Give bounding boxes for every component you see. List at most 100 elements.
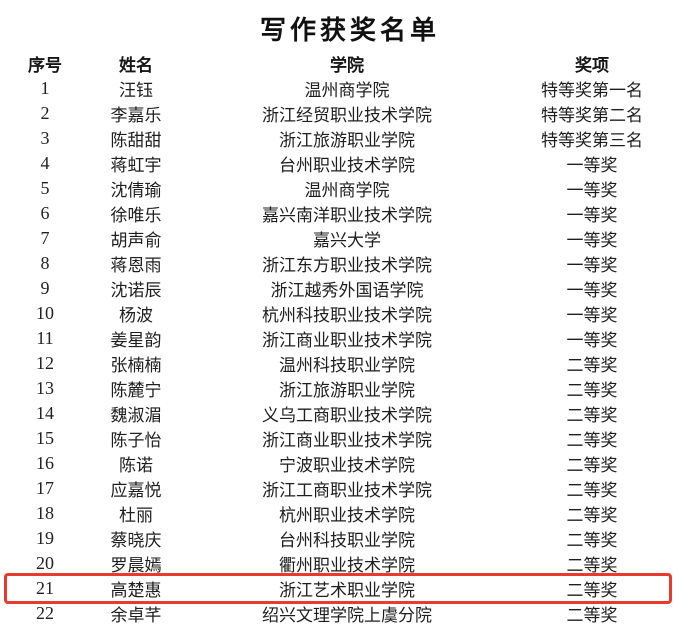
cell-award: 一等奖 xyxy=(566,306,618,325)
table-row: 7 胡声俞 嘉兴大学 一等奖 xyxy=(0,226,672,251)
cell-college: 宁波职业技术学院 xyxy=(279,456,415,475)
cell-name: 蔡晓庆 xyxy=(110,531,162,550)
cell-name: 陈子怡 xyxy=(110,431,162,450)
cell-name: 沈倩瑜 xyxy=(110,181,162,200)
cell-college: 温州科技职业学院 xyxy=(279,356,415,375)
cell-college: 台州科技职业学院 xyxy=(279,531,415,550)
cell-college: 浙江经贸职业技术学院 xyxy=(262,106,432,125)
table-row: 14 魏淑湄 义乌工商职业技术学院 二等奖 xyxy=(0,401,672,426)
table-row: 11 姜星韵 浙江商业职业技术学院 一等奖 xyxy=(0,326,672,351)
cell-college: 义乌工商职业技术学院 xyxy=(262,406,432,425)
cell-award: 特等奖第三名 xyxy=(541,131,643,150)
cell-name: 徐唯乐 xyxy=(110,206,162,225)
cell-no: 12 xyxy=(36,353,54,373)
table-row: 4 蒋虹宇 台州职业技术学院 一等奖 xyxy=(0,151,672,176)
cell-no: 13 xyxy=(36,378,54,398)
cell-name: 杜丽 xyxy=(119,506,153,525)
table-row: 21 高楚惠 浙江艺术职业学院 二等奖 xyxy=(0,576,672,601)
cell-college: 温州商学院 xyxy=(304,181,390,200)
cell-no: 8 xyxy=(40,253,50,273)
page-title: 写作获奖名单 xyxy=(259,15,440,45)
cell-name: 蒋恩雨 xyxy=(110,256,162,275)
cell-no: 11 xyxy=(36,328,54,348)
cell-college: 温州商学院 xyxy=(304,81,390,100)
cell-no: 1 xyxy=(40,78,50,98)
cell-no: 3 xyxy=(40,128,50,148)
table-row: 3 陈甜甜 浙江旅游职业学院 特等奖第三名 xyxy=(0,126,672,151)
table-row: 5 沈倩瑜 温州商学院 一等奖 xyxy=(0,176,672,201)
cell-no: 16 xyxy=(36,453,54,473)
cell-name: 陈甜甜 xyxy=(110,131,162,150)
cell-name: 高楚惠 xyxy=(110,581,162,600)
cell-name: 胡声俞 xyxy=(110,231,162,250)
cell-award: 二等奖 xyxy=(566,606,618,625)
cell-award: 二等奖 xyxy=(566,381,618,400)
cell-no: 18 xyxy=(36,503,54,523)
cell-award: 一等奖 xyxy=(566,156,618,175)
cell-college: 浙江东方职业技术学院 xyxy=(262,256,432,275)
cell-no: 7 xyxy=(40,228,50,248)
cell-award: 二等奖 xyxy=(566,506,618,525)
cell-award: 二等奖 xyxy=(566,406,618,425)
cell-college: 浙江旅游职业学院 xyxy=(279,131,415,150)
cell-name: 姜星韵 xyxy=(110,331,162,350)
cell-no: 4 xyxy=(40,153,50,173)
table-row: 8 蒋恩雨 浙江东方职业技术学院 一等奖 xyxy=(0,251,672,276)
cell-no: 15 xyxy=(36,428,54,448)
cell-college: 衢州职业技术学院 xyxy=(279,556,415,575)
header-no: 序号 xyxy=(28,56,62,75)
cell-name: 陈诺 xyxy=(119,456,153,475)
cell-award: 二等奖 xyxy=(566,456,618,475)
cell-college: 浙江工商职业技术学院 xyxy=(262,481,432,500)
cell-college: 浙江商业职业技术学院 xyxy=(262,331,432,350)
cell-award: 一等奖 xyxy=(566,231,618,250)
cell-no: 2 xyxy=(40,103,50,123)
cell-name: 李嘉乐 xyxy=(110,106,162,125)
cell-college: 浙江旅游职业学院 xyxy=(279,381,415,400)
cell-no: 10 xyxy=(36,303,54,323)
cell-award: 一等奖 xyxy=(566,331,618,350)
cell-award: 一等奖 xyxy=(566,281,618,300)
cell-college: 台州职业技术学院 xyxy=(279,156,415,175)
header-award: 奖项 xyxy=(575,56,609,75)
cell-award: 一等奖 xyxy=(566,206,618,225)
table-row: 17 应嘉悦 浙江工商职业技术学院 二等奖 xyxy=(0,476,672,501)
cell-name: 沈诺辰 xyxy=(110,281,162,300)
table-row: 6 徐唯乐 嘉兴南洋职业技术学院 一等奖 xyxy=(0,201,672,226)
table-row: 20 罗晨嫣 衢州职业技术学院 二等奖 xyxy=(0,551,672,576)
cell-award: 二等奖 xyxy=(566,556,618,575)
table-row: 10 杨波 杭州科技职业技术学院 一等奖 xyxy=(0,301,672,326)
cell-no: 22 xyxy=(36,603,54,623)
cell-name: 魏淑湄 xyxy=(110,406,162,425)
cell-no: 19 xyxy=(36,528,54,548)
table-row: 18 杜丽 杭州职业技术学院 二等奖 xyxy=(0,501,672,526)
cell-award: 特等奖第一名 xyxy=(541,81,643,100)
cell-college: 浙江艺术职业学院 xyxy=(279,581,415,600)
cell-name: 杨波 xyxy=(119,306,153,325)
cell-college: 浙江越秀外国语学院 xyxy=(270,281,424,300)
award-table: 序号 姓名 学院 奖项 1 汪钰 温州商学院 特等奖第一名 2 李嘉乐 浙江经贸… xyxy=(0,51,672,625)
cell-college: 绍兴文理学院上虞分院 xyxy=(262,606,432,625)
cell-name: 汪钰 xyxy=(119,81,153,100)
cell-college: 嘉兴南洋职业技术学院 xyxy=(262,206,432,225)
table-row: 22 余卓芊 绍兴文理学院上虞分院 二等奖 xyxy=(0,601,672,625)
cell-no: 5 xyxy=(40,178,50,198)
cell-name: 应嘉悦 xyxy=(110,481,162,500)
cell-name: 陈麓宁 xyxy=(110,381,162,400)
cell-name: 张楠楠 xyxy=(110,356,162,375)
table-row: 15 陈子怡 浙江商业职业技术学院 二等奖 xyxy=(0,426,672,451)
cell-award: 特等奖第二名 xyxy=(541,106,643,125)
table-row: 9 沈诺辰 浙江越秀外国语学院 一等奖 xyxy=(0,276,672,301)
cell-no: 6 xyxy=(40,203,50,223)
table-row: 12 张楠楠 温州科技职业学院 二等奖 xyxy=(0,351,672,376)
cell-college: 嘉兴大学 xyxy=(313,231,381,250)
cell-award: 二等奖 xyxy=(566,356,618,375)
cell-no: 9 xyxy=(40,278,50,298)
cell-name: 罗晨嫣 xyxy=(110,556,162,575)
cell-award: 一等奖 xyxy=(566,181,618,200)
cell-name: 余卓芊 xyxy=(110,606,162,625)
cell-award: 二等奖 xyxy=(566,581,618,600)
cell-award: 二等奖 xyxy=(566,531,618,550)
cell-no: 17 xyxy=(36,478,54,498)
